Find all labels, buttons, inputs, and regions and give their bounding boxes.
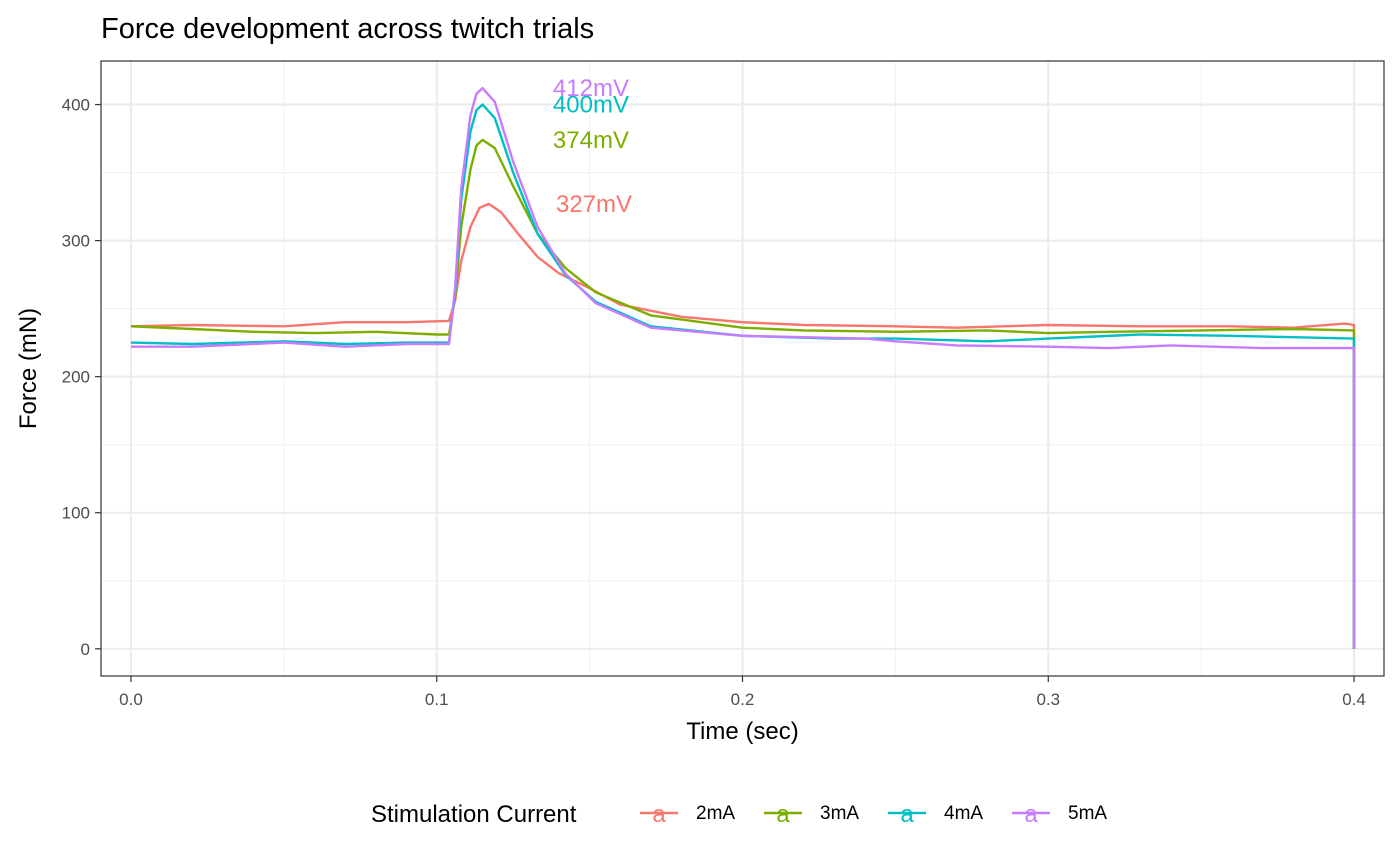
series-line-3mA bbox=[130, 138, 1356, 649]
y-axis: 0 100 200 300 400 bbox=[62, 96, 101, 659]
legend-key-glyph: a bbox=[776, 801, 790, 828]
x-tick-label: 0.4 bbox=[1342, 690, 1366, 709]
peak-label-5mA: 412mV bbox=[553, 75, 629, 102]
legend-key-glyph: a bbox=[900, 801, 914, 828]
y-tick-label: 0 bbox=[81, 640, 90, 659]
chart-title: Force development across twitch trials bbox=[101, 13, 594, 45]
x-tick-label: 0.3 bbox=[1036, 690, 1060, 709]
y-axis-title: Force (mN) bbox=[15, 308, 42, 429]
x-tick-label: 0.1 bbox=[425, 690, 449, 709]
peak-label-4mA: 400mV bbox=[553, 92, 629, 119]
legend-label: 3mA bbox=[820, 803, 859, 824]
legend: Stimulation Current a 2mA a 3mA a 4mA a 5mA bbox=[371, 801, 1107, 828]
legend-key-glyph: a bbox=[1024, 801, 1038, 828]
legend-item-3mA: a 3mA bbox=[764, 801, 859, 828]
series-line-5mA bbox=[131, 87, 1356, 649]
series-lines bbox=[130, 87, 1356, 649]
legend-label: 5mA bbox=[1068, 803, 1107, 824]
peak-label-3mA: 374mV bbox=[553, 127, 629, 154]
x-axis-title: Time (sec) bbox=[686, 718, 798, 745]
y-tick-label: 100 bbox=[62, 504, 90, 523]
legend-label: 2mA bbox=[696, 803, 735, 824]
legend-label: 4mA bbox=[944, 803, 983, 824]
peak-label-2mA: 327mV bbox=[556, 191, 632, 218]
series-line-4mA bbox=[130, 103, 1356, 649]
y-tick-label: 300 bbox=[62, 232, 90, 251]
legend-items: a 2mA a 3mA a 4mA a 5mA bbox=[640, 801, 1107, 828]
major-gridlines bbox=[101, 61, 1384, 676]
legend-item-4mA: a 4mA bbox=[888, 801, 983, 828]
x-tick-label: 0.2 bbox=[731, 690, 755, 709]
y-tick-label: 400 bbox=[62, 96, 90, 115]
legend-key-glyph: a bbox=[652, 801, 666, 828]
legend-item-5mA: a 5mA bbox=[1012, 801, 1107, 828]
legend-item-2mA: a 2mA bbox=[640, 801, 735, 828]
x-axis: 0.0 0.1 0.2 0.3 0.4 bbox=[119, 676, 1366, 709]
x-tick-label: 0.0 bbox=[119, 690, 143, 709]
y-tick-label: 200 bbox=[62, 368, 90, 387]
series-line-2mA bbox=[130, 202, 1356, 649]
legend-title: Stimulation Current bbox=[371, 801, 577, 828]
